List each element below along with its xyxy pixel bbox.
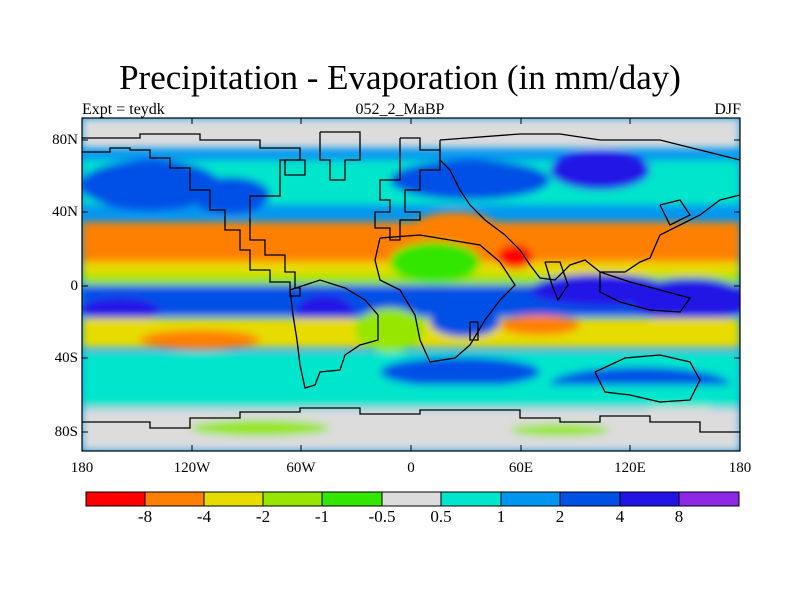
colorbar-box-10 — [619, 491, 680, 507]
colorbar-label-2: -4 — [196, 507, 212, 526]
x-tick-label-120e: 120E — [614, 460, 646, 476]
colorbar-box-5 — [321, 491, 383, 507]
africa-outline — [374, 234, 516, 363]
x-tick-label-180e: 180 — [728, 460, 752, 476]
colorbar-label-7: 1 — [496, 507, 506, 526]
y-tick-label-80s: 80S — [54, 424, 78, 440]
east-asia-island-outline — [659, 199, 691, 226]
colorbar-label-5: -0.5 — [368, 507, 396, 526]
colorbar-box-3 — [203, 491, 264, 507]
antarctic-coast-moist-zone — [190, 420, 330, 436]
asia-outline — [439, 133, 740, 281]
colorbar — [85, 491, 740, 507]
y-tick-label-40s: 40S — [54, 350, 78, 366]
colorbar-box-8 — [500, 491, 561, 507]
y-tick-label-0: 0 — [70, 278, 79, 294]
y-tick-label-80n: 80N — [52, 132, 78, 148]
north-america-wet-zone — [190, 177, 270, 213]
north-america-outline — [82, 133, 301, 297]
south-indian-wet-zone — [430, 307, 500, 337]
y-tick-label-40n: 40N — [52, 204, 78, 220]
map-title: Precipitation - Evaporation (in mm/day) — [119, 58, 681, 97]
axis-ticks — [81, 118, 741, 451]
colorbar-label-10: 8 — [674, 507, 684, 526]
saharan-core-dry-zone — [497, 245, 533, 269]
south-america-outline — [289, 279, 379, 389]
west-pacific-wet-zone — [630, 278, 740, 322]
colorbar-label-3: -2 — [255, 507, 271, 526]
nh-edge-band — [82, 275, 740, 285]
x-tick-label-120w: 120W — [173, 460, 211, 476]
south-pacific-dry-zone — [140, 330, 260, 350]
colorbar-box-2 — [144, 491, 205, 507]
time-period-label: 052_2_MaBP — [355, 101, 445, 118]
colorbar-box-4 — [262, 491, 323, 507]
colorbar-label-6: 0.5 — [430, 507, 452, 526]
australia-outline — [594, 354, 701, 403]
madagascar-outline — [469, 321, 479, 341]
season-label: DJF — [714, 101, 741, 118]
colorbar-box-9 — [559, 491, 621, 507]
x-tick-label-60w: 60W — [286, 460, 316, 476]
colorbar-label-8: 2 — [555, 507, 565, 526]
continent-outlines — [82, 131, 740, 433]
east-antarctic-coast-moist-zone — [510, 424, 610, 436]
antarctic-margin-band — [82, 385, 740, 407]
experiment-label: Expt = teydk — [82, 101, 165, 118]
colorbar-box-11 — [678, 491, 740, 507]
maritime-continent-outline — [599, 271, 692, 313]
colorbar-box-1 — [85, 491, 146, 507]
colorbar-label-4: -1 — [314, 507, 330, 526]
north-africa-moist-zone — [390, 242, 480, 282]
europe-outline — [374, 137, 441, 241]
precipitation-field — [82, 118, 740, 451]
colorbar-box-7 — [440, 491, 502, 507]
central-pacific-wet-zone — [82, 298, 160, 322]
alaska-island-outline — [284, 159, 306, 176]
greenland-outline — [319, 131, 361, 181]
siberia-wet-zone — [550, 150, 650, 190]
southern-ocean-wet-zone — [380, 357, 540, 387]
colorbar-label-9: 4 — [615, 507, 625, 526]
sahara-dry-zone — [410, 212, 500, 248]
x-tick-label-60e: 60E — [508, 460, 534, 476]
colorbar-label-1: -8 — [137, 507, 153, 526]
eurasia-wet-zone — [390, 160, 550, 200]
colorbar-box-6 — [381, 491, 442, 507]
north-pacific-wet-zone — [82, 160, 220, 210]
x-tick-label-180w: 180 — [70, 460, 94, 476]
x-tick-label-0: 0 — [407, 460, 415, 476]
southern-africa-dry-zone — [500, 315, 580, 335]
india-outline — [544, 261, 569, 302]
antarctica-outline — [82, 407, 740, 433]
